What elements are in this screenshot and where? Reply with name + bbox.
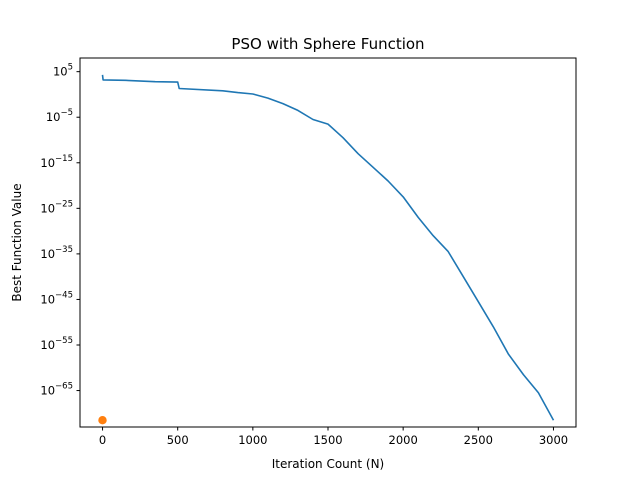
x-axis-label: Iteration Count (N)	[272, 457, 385, 471]
x-tick-label: 500	[167, 433, 189, 447]
x-tick-label: 0	[99, 433, 106, 447]
plot-area	[80, 58, 576, 427]
y-axis-ticks: 105 10−5 10−15 10−25 10−35 10−45 10−55 10−65	[40, 63, 80, 398]
x-tick-label: 1000	[238, 433, 267, 447]
y-tick-label: 105	[53, 63, 73, 79]
y-axis-label: Best Function Value	[10, 183, 24, 301]
x-axis-ticks: 0 500 1000 1500 2000 2500 3000	[99, 427, 568, 447]
y-tick-label: 10−55	[40, 336, 73, 352]
x-tick-label: 1500	[313, 433, 342, 447]
x-tick-label: 2000	[389, 433, 418, 447]
y-tick-label: 10−65	[40, 382, 73, 398]
y-tick-label: 10−25	[40, 199, 73, 215]
y-tick-label: 10−45	[40, 290, 73, 306]
y-tick-label: 10−35	[40, 245, 73, 261]
best-value-line	[101, 74, 555, 421]
y-tick-label: 10−5	[46, 108, 73, 124]
chart-title: PSO with Sphere Function	[231, 35, 424, 53]
y-tick-label: 10−15	[40, 154, 73, 170]
x-tick-label: 3000	[539, 433, 568, 447]
marker-point	[98, 416, 107, 425]
data-layer	[98, 74, 555, 425]
x-tick-label: 2500	[464, 433, 493, 447]
